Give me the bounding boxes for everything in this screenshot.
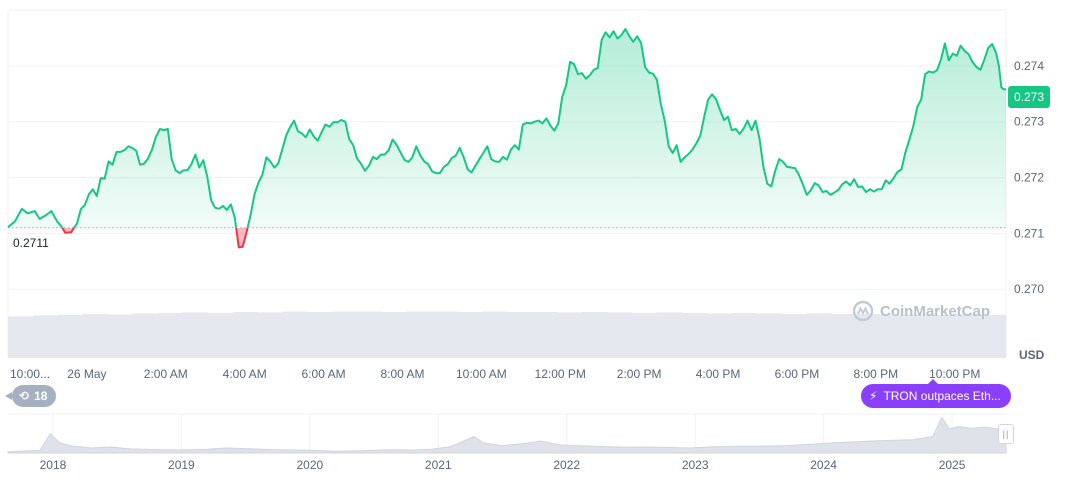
volume-bar xyxy=(781,313,807,358)
volume-bar xyxy=(906,314,932,358)
overview-year-label: 2018 xyxy=(40,458,67,472)
x-tick-label: 6:00 PM xyxy=(775,367,820,381)
volume-bar xyxy=(482,311,508,358)
volume-bar xyxy=(57,314,84,358)
volume-bar xyxy=(731,312,757,358)
volume-bar xyxy=(8,316,34,358)
volume-bar xyxy=(232,311,258,358)
volume-bar xyxy=(831,313,857,358)
volume-bar xyxy=(556,312,583,358)
overview-year-label: 2024 xyxy=(810,458,837,472)
volume-bar xyxy=(357,311,383,358)
current-price-badge: 0.273 xyxy=(1008,86,1050,108)
x-tick-label: 10:00 PM xyxy=(929,367,980,381)
overview-year-label: 2019 xyxy=(168,458,195,472)
y-tick-label: 0.271 xyxy=(1014,226,1044,240)
coinmarketcap-logo-icon xyxy=(852,300,874,322)
volume-bar xyxy=(307,311,333,358)
volume-bar xyxy=(881,314,907,358)
volume-bar xyxy=(157,312,184,358)
volume-bar xyxy=(382,311,408,358)
x-tick-label: 26 May xyxy=(67,367,106,381)
volume-bar xyxy=(856,313,882,358)
x-tick-label: 8:00 AM xyxy=(380,367,424,381)
volume-bar xyxy=(107,314,134,358)
history-count: 18 xyxy=(34,389,48,403)
volume-bar xyxy=(32,315,59,358)
overview-year-label: 2025 xyxy=(939,458,966,472)
volume-bar xyxy=(282,311,308,358)
pause-bars-icon: || xyxy=(1002,429,1010,439)
news-event-text: TRON outpaces Eth... xyxy=(883,389,1001,403)
overview-year-label: 2022 xyxy=(553,458,580,472)
y-tick-label: 0.273 xyxy=(1014,115,1044,129)
lightning-bolt-icon: ⚡︎ xyxy=(869,389,878,403)
watermark-text: CoinMarketCap xyxy=(880,302,991,320)
volume-bar xyxy=(407,311,433,358)
overview-year-label: 2023 xyxy=(682,458,709,472)
volume-bar xyxy=(756,313,782,358)
overview-year-label: 2020 xyxy=(296,458,323,472)
clock-history-icon: ⟲ xyxy=(19,389,30,403)
x-tick-label: 4:00 AM xyxy=(223,367,267,381)
x-tick-label: 8:00 PM xyxy=(853,367,898,381)
volume-bar xyxy=(507,311,533,358)
volume-bar xyxy=(981,314,1007,358)
x-tick-label: 10:00... xyxy=(10,367,50,381)
volume-bar xyxy=(956,314,982,358)
reference-price-label: 0.2711 xyxy=(11,236,51,250)
x-tick-label: 2:00 AM xyxy=(144,367,188,381)
overview-area xyxy=(7,416,1007,454)
volume-bar xyxy=(931,314,957,358)
volume-bar xyxy=(182,312,209,358)
volume-bar xyxy=(606,312,633,358)
volume-bar xyxy=(706,313,733,358)
y-tick-label: 0.270 xyxy=(1014,282,1044,296)
x-tick-label: 4:00 PM xyxy=(696,367,741,381)
volume-bar xyxy=(581,311,608,358)
volume-bar xyxy=(656,312,683,358)
news-event-button[interactable]: ⚡︎ TRON outpaces Eth... xyxy=(861,379,1011,408)
volume-bar xyxy=(432,311,458,358)
volume-bar xyxy=(132,313,159,358)
history-events-button[interactable]: ⟲ 18 xyxy=(4,385,57,407)
volume-bar xyxy=(681,312,708,358)
volume-bar xyxy=(531,311,558,358)
volume-bar xyxy=(257,312,283,358)
coinmarketcap-watermark: CoinMarketCap xyxy=(852,300,990,322)
currency-label: USD xyxy=(1019,348,1045,362)
price-line-up xyxy=(7,28,1006,228)
volume-bar xyxy=(82,313,109,358)
range-slider-handle[interactable]: || xyxy=(998,424,1014,444)
y-tick-label: 0.274 xyxy=(1014,59,1044,73)
price-area-up xyxy=(8,29,1006,228)
volume-bar xyxy=(332,311,358,358)
volume-bar xyxy=(631,312,658,358)
overview-year-label: 2021 xyxy=(425,458,452,472)
x-tick-label: 2:00 PM xyxy=(617,367,662,381)
volume-bar xyxy=(457,311,483,358)
y-tick-label: 0.272 xyxy=(1014,171,1044,185)
x-tick-label: 12:00 PM xyxy=(535,367,586,381)
volume-bar xyxy=(207,312,234,358)
volume-bar xyxy=(806,313,832,358)
x-tick-label: 10:00 AM xyxy=(456,367,507,381)
x-tick-label: 6:00 AM xyxy=(302,367,346,381)
